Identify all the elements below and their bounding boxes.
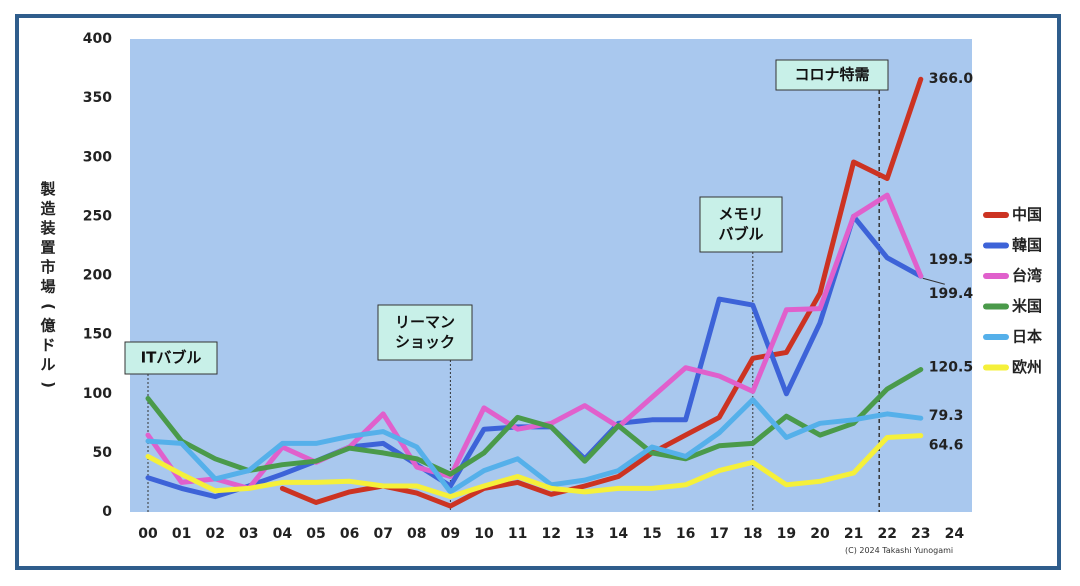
end-value-label: 199.5: [929, 252, 973, 268]
series-line: [145, 367, 924, 477]
legend-label: 中国: [1012, 206, 1042, 224]
copyright-credit: (C) 2024 Takashi Yunogami: [845, 546, 953, 555]
y-tick-label: 50: [93, 445, 113, 461]
y-axis-label-char: ): [40, 381, 58, 388]
y-tick-label: 300: [83, 149, 112, 165]
annotation-box: コロナ特需: [775, 59, 889, 91]
x-tick-label: 22: [877, 526, 896, 542]
y-tick-label: 0: [102, 504, 112, 520]
series-line: [145, 397, 924, 495]
x-axis-ticks: 00 01 02 03 04 05 06 07 08 09 10 11 12 13 14 15 16 17 18 19…: [138, 526, 964, 542]
annotation-text: リーマン: [395, 313, 455, 331]
x-tick-label: 16: [676, 526, 695, 542]
legend-label: 日本: [1012, 328, 1042, 346]
y-axis-label-char: 億: [40, 317, 55, 335]
series-lines: [145, 76, 924, 509]
annotation-text: メモリ: [718, 205, 763, 223]
end-value-label: 64.6: [929, 438, 964, 454]
annotation-bg: [699, 196, 783, 253]
x-tick-label: 10: [474, 526, 494, 542]
legend-item: 台湾: [983, 267, 1042, 285]
y-tick-label: 200: [83, 268, 112, 284]
y-axis-label-char: 装: [39, 219, 56, 237]
x-tick-label: 19: [777, 526, 796, 542]
y-axis-label-char: ド: [40, 336, 55, 354]
leader-line: [922, 277, 945, 285]
annotation-bg: [377, 304, 473, 361]
x-tick-label: 12: [541, 526, 560, 542]
y-axis-label-char: 製: [39, 180, 55, 198]
x-tick-label: 06: [340, 526, 359, 542]
end-value-labels: 366.0 199.5 199.4 120.5 79.3 64.6: [922, 71, 974, 454]
end-value-label: 199.4: [929, 286, 974, 302]
series-line: [145, 192, 924, 491]
y-axis-label-char: ル: [40, 356, 55, 374]
legend-label: 台湾: [1012, 267, 1042, 285]
x-tick-label: 05: [306, 526, 325, 542]
y-tick-label: 400: [83, 31, 112, 47]
y-axis-label-char: 市: [40, 258, 55, 276]
annotation-text: コロナ特需: [794, 66, 869, 84]
end-value-label: 120.5: [929, 360, 973, 376]
annotation-bg: [124, 341, 218, 375]
series-line: [145, 433, 924, 500]
annotation-text: ITバブル: [141, 349, 202, 367]
y-tick-label: 250: [83, 208, 112, 224]
annotation-bg: [775, 59, 889, 91]
annotation-text: ショック: [395, 333, 455, 351]
legend-item: 日本: [983, 328, 1042, 346]
y-axis-label-char: 場: [40, 278, 55, 296]
x-tick-label: 21: [844, 526, 863, 542]
legend-item: 韓国: [983, 236, 1042, 254]
end-value-label: 79.3: [929, 408, 964, 424]
annotation-box: ITバブル: [124, 341, 218, 375]
x-tick-label: 08: [407, 526, 426, 542]
x-tick-label: 14: [609, 526, 629, 542]
legend-label: 米国: [1012, 297, 1042, 315]
legend-item: 米国: [983, 297, 1042, 315]
x-tick-label: 02: [205, 526, 224, 542]
annotation-text: バブル: [718, 225, 763, 243]
y-axis-label-char: 置: [40, 239, 55, 257]
x-tick-label: 20: [810, 526, 830, 542]
x-tick-label: 04: [273, 526, 293, 542]
x-tick-label: 24: [945, 526, 965, 542]
x-tick-label: 13: [575, 526, 594, 542]
legend-item: 欧州: [983, 358, 1042, 376]
y-axis-label-char: 造: [40, 200, 55, 218]
x-tick-label: 01: [172, 526, 191, 542]
plot-area: [130, 39, 972, 512]
x-tick-label: 09: [441, 526, 460, 542]
y-axis-label-char: (: [40, 303, 58, 310]
y-tick-label: 150: [83, 327, 112, 343]
x-tick-label: 07: [373, 526, 392, 542]
x-tick-label: 17: [709, 526, 728, 542]
y-axis-ticks: 0 50 100 150 200 250 300 350 400: [83, 31, 112, 520]
end-value-label: 366.0: [929, 71, 974, 87]
x-tick-label: 15: [642, 526, 661, 542]
x-tick-label: 11: [508, 526, 527, 542]
x-tick-label: 23: [911, 526, 930, 542]
y-tick-label: 100: [83, 386, 112, 402]
legend-label: 韓国: [1012, 236, 1042, 254]
x-tick-label: 00: [138, 526, 158, 542]
legend-item: 中国: [983, 206, 1042, 224]
x-tick-label: 18: [743, 526, 762, 542]
legend-label: 欧州: [1012, 358, 1042, 376]
y-tick-label: 350: [83, 90, 112, 106]
x-tick-label: 03: [239, 526, 258, 542]
